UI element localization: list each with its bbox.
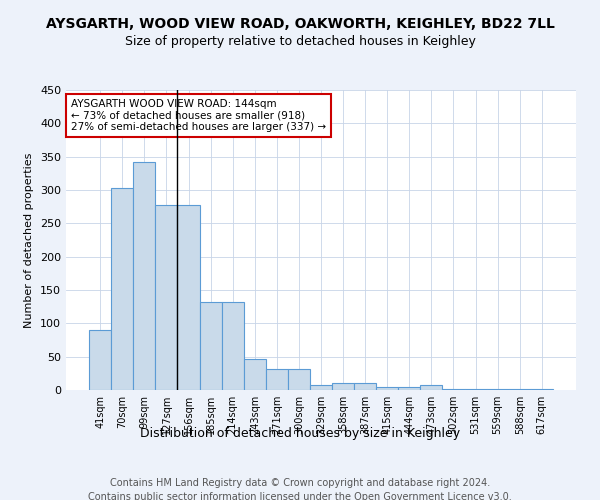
Bar (111, 188, 133, 390)
Bar (266, 368, 288, 390)
Bar (310, 384, 332, 390)
Bar (133, 162, 155, 390)
Bar (376, 386, 398, 390)
Text: Contains HM Land Registry data © Crown copyright and database right 2024.
Contai: Contains HM Land Registry data © Crown c… (88, 478, 512, 500)
Bar (354, 384, 376, 390)
Bar (178, 204, 200, 390)
Bar (332, 384, 354, 390)
Bar (509, 388, 531, 390)
Bar (200, 302, 221, 390)
Bar (421, 386, 442, 390)
Bar (244, 358, 266, 390)
Text: Distribution of detached houses by size in Keighley: Distribution of detached houses by size … (140, 428, 460, 440)
Text: AYSGARTH, WOOD VIEW ROAD, OAKWORTH, KEIGHLEY, BD22 7LL: AYSGARTH, WOOD VIEW ROAD, OAKWORTH, KEIG… (46, 18, 554, 32)
Bar (221, 302, 244, 390)
Text: AYSGARTH WOOD VIEW ROAD: 144sqm
← 73% of detached houses are smaller (918)
27% o: AYSGARTH WOOD VIEW ROAD: 144sqm ← 73% of… (71, 99, 326, 132)
Bar (89, 330, 111, 390)
Bar (288, 368, 310, 390)
Text: Size of property relative to detached houses in Keighley: Size of property relative to detached ho… (125, 35, 475, 48)
Y-axis label: Number of detached properties: Number of detached properties (25, 152, 34, 328)
Bar (531, 388, 553, 390)
Bar (398, 386, 421, 390)
Bar (155, 204, 178, 390)
